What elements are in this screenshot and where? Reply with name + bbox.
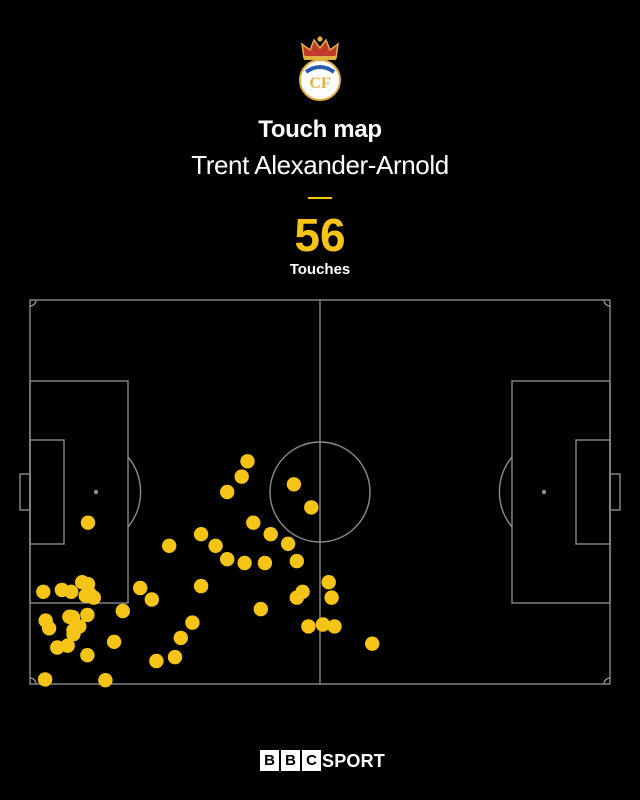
touch-point [220, 552, 235, 567]
touch-point [193, 527, 209, 542]
right-penalty-arc [498, 456, 513, 528]
touch-point [106, 634, 122, 649]
touch-points [36, 454, 380, 688]
touch-point [80, 607, 95, 623]
touch-point [263, 527, 278, 542]
corner-arc-tr [603, 299, 611, 307]
right-six-yard-box [575, 439, 611, 545]
right-penalty-spot [541, 489, 547, 495]
footer: B B C SPORT [0, 750, 640, 774]
left-goal [19, 473, 31, 511]
divider [308, 197, 332, 199]
touch-point [365, 636, 380, 651]
touch-point [162, 538, 177, 553]
touch-point [304, 500, 319, 515]
touch-point [286, 477, 302, 492]
svg-text:CF: CF [309, 75, 331, 92]
touch-point [38, 613, 53, 628]
touch-point [240, 454, 255, 469]
bbc-logo-c: C [302, 750, 321, 771]
touch-point [321, 575, 336, 590]
touch-point [193, 578, 209, 594]
touch-point [50, 640, 65, 655]
right-penalty-box [511, 380, 611, 604]
corner-arc-br [603, 677, 611, 685]
touch-point [133, 580, 148, 596]
touch-point [289, 553, 304, 569]
touch-point [80, 648, 95, 663]
touch-point [98, 673, 113, 688]
touch-point [75, 575, 90, 590]
corner-arc-bl [29, 677, 37, 685]
touch-point [301, 619, 316, 634]
touch-point [149, 653, 164, 669]
real-madrid-crest-icon: CF [299, 36, 341, 101]
left-penalty-spot [93, 489, 99, 495]
touch-point [144, 592, 159, 607]
touch-point [237, 555, 252, 571]
touch-point [253, 601, 268, 617]
touch-point [167, 649, 183, 665]
touch-point [36, 584, 51, 599]
touch-point [63, 609, 78, 624]
touch-point [208, 538, 223, 553]
touch-point [115, 603, 130, 619]
touch-point [220, 484, 235, 500]
touch-point [246, 515, 261, 530]
touch-point [327, 619, 342, 634]
touch-point [63, 584, 79, 599]
touch-point [324, 590, 339, 605]
touch-point [234, 469, 249, 484]
touch-point [280, 536, 296, 551]
touch-point [315, 617, 331, 632]
touch-point [37, 672, 53, 687]
sport-label: SPORT [322, 751, 386, 771]
corner-arc-tl [29, 299, 37, 307]
touches-count: 56 [294, 209, 346, 261]
touch-point [185, 615, 200, 630]
touch-point [66, 626, 81, 642]
player-name: Trent Alexander-Arnold [191, 150, 449, 180]
centre-circle [269, 441, 371, 543]
page-title: Touch map [258, 116, 382, 143]
left-penalty-arc [127, 456, 142, 528]
touch-point [257, 555, 273, 571]
touch-point [80, 515, 96, 530]
touch-point [82, 586, 97, 601]
left-six-yard-box [29, 439, 65, 545]
touch-point [289, 590, 304, 605]
bbc-logo-b1: B [260, 750, 279, 771]
bbc-logo-b2: B [281, 750, 300, 771]
touches-label: Touches [289, 261, 351, 278]
left-penalty-box [29, 380, 129, 604]
right-goal [609, 473, 621, 511]
touch-point [173, 630, 188, 646]
